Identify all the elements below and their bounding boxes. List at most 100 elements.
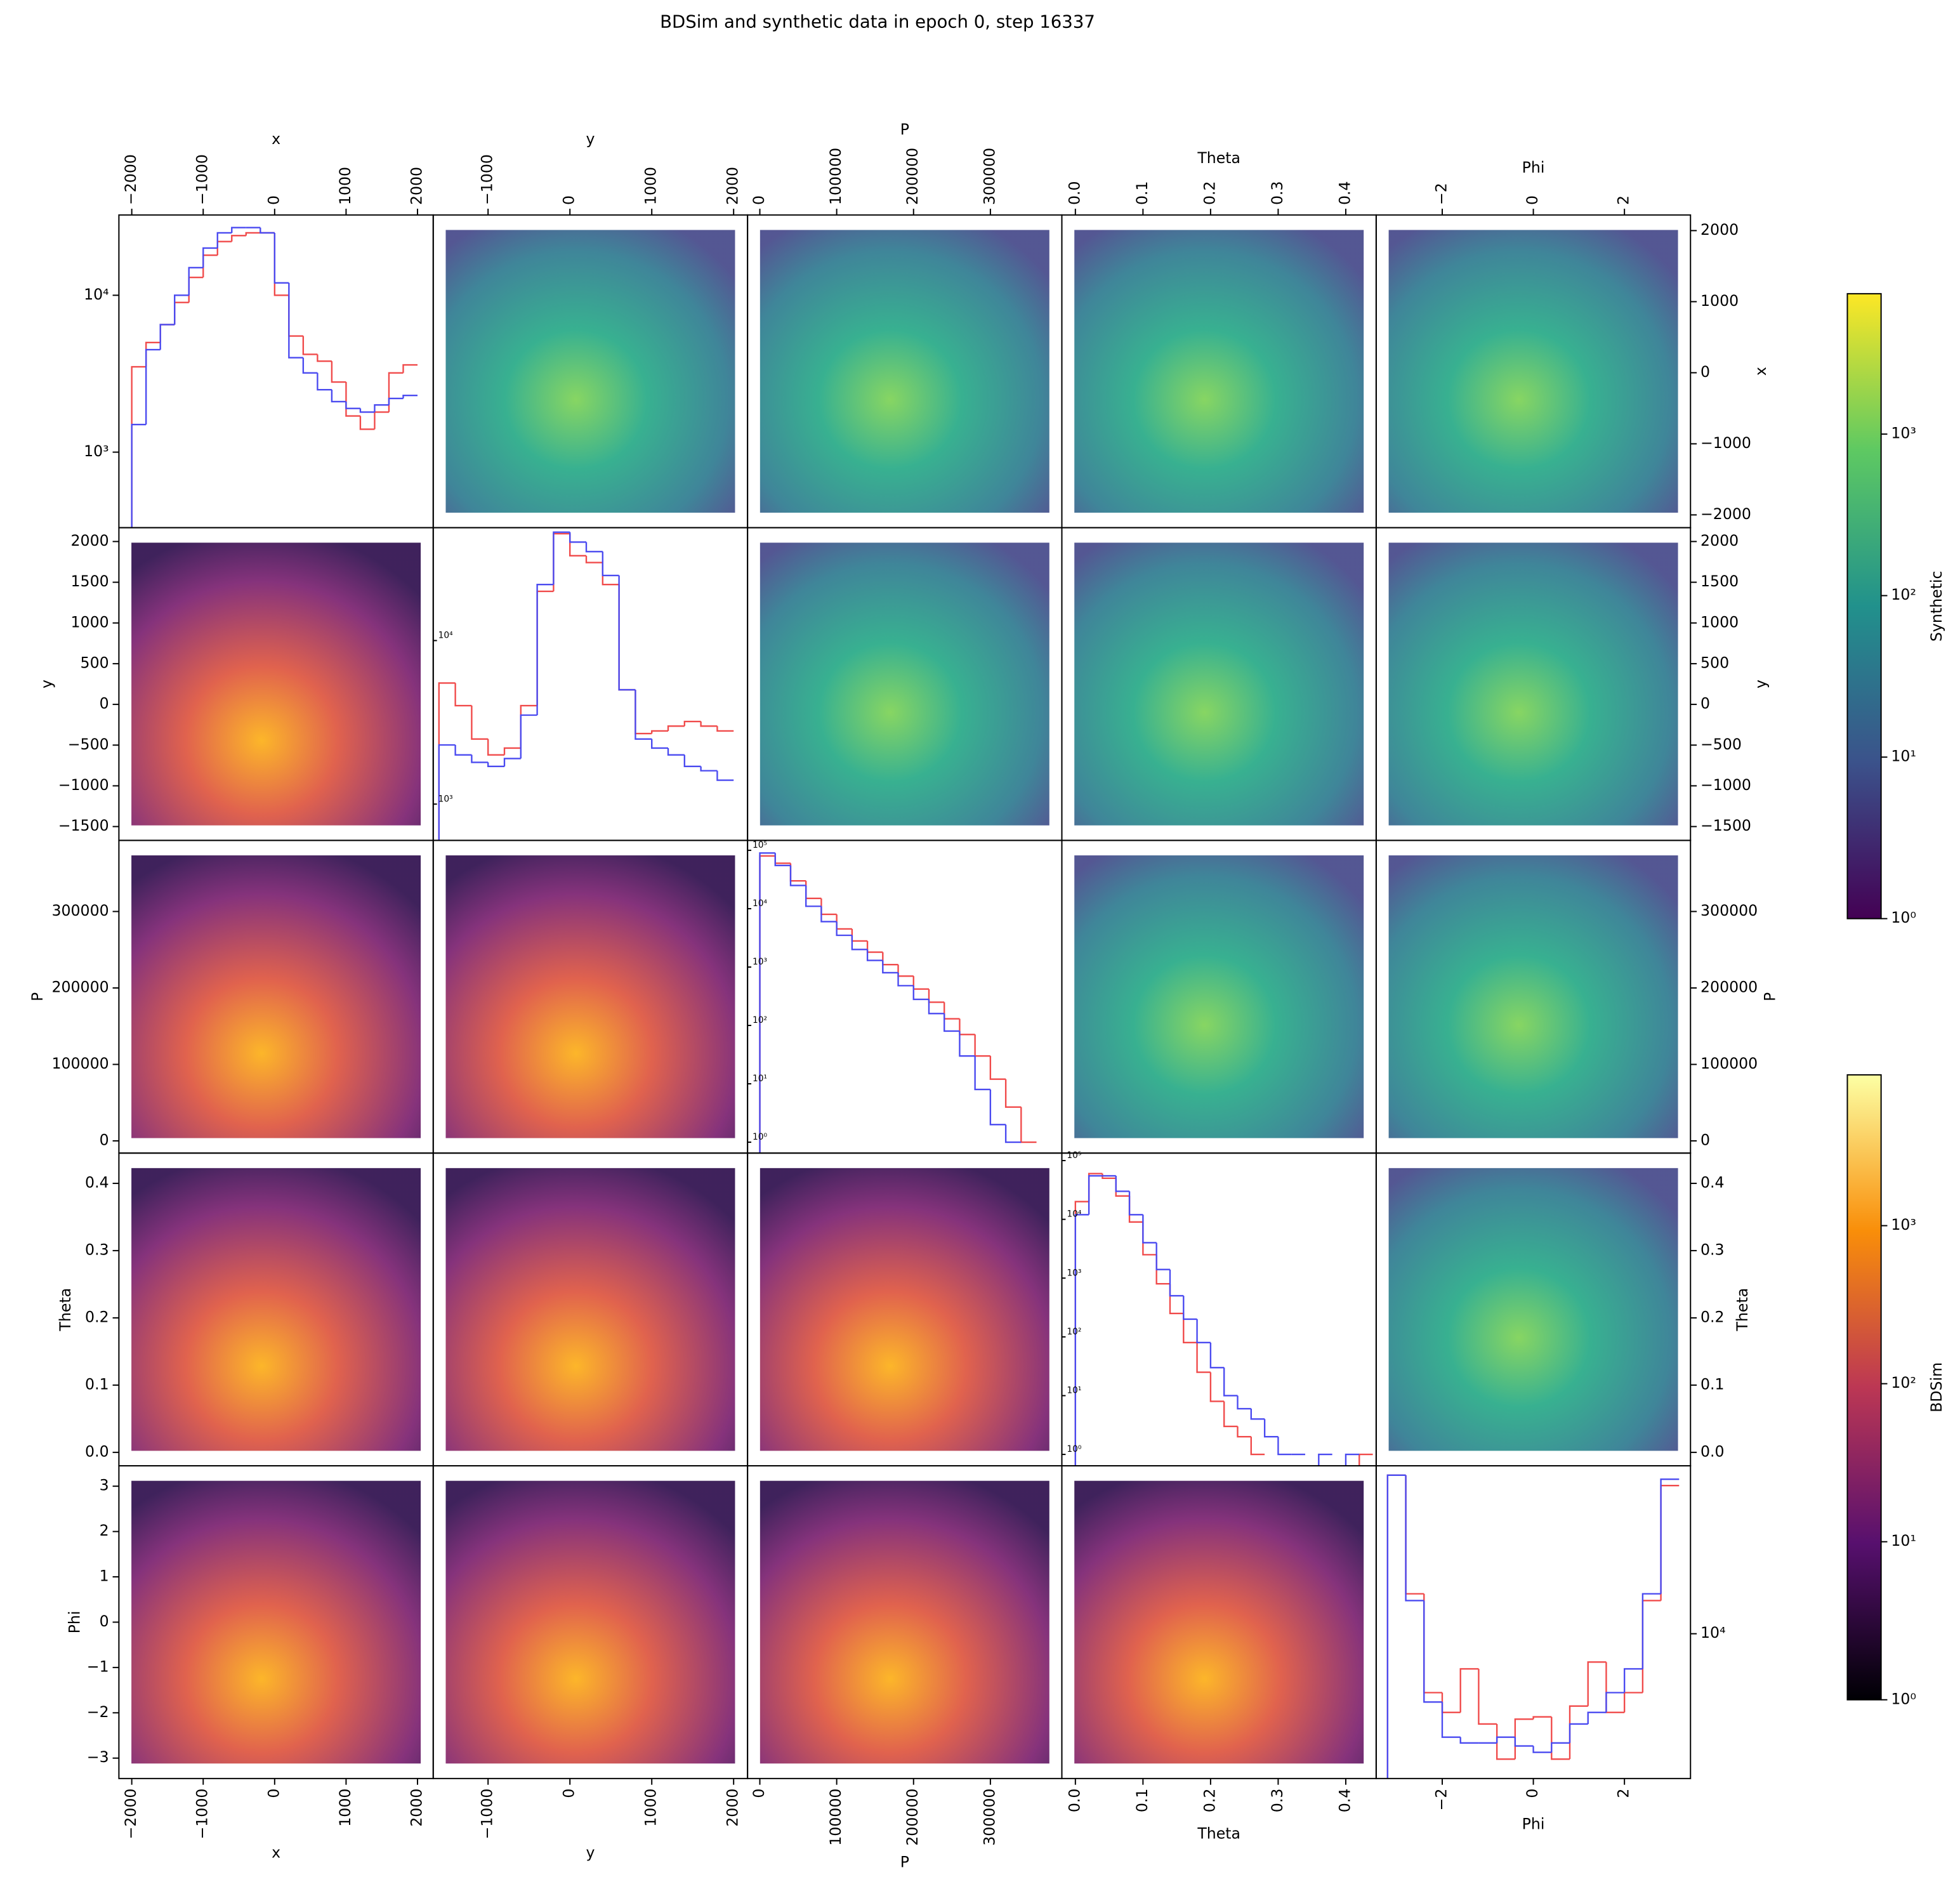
x-tick-label: 200000: [904, 1789, 921, 1846]
x-tick-label: 2000: [724, 1789, 742, 1827]
histogram-step: [1209, 1372, 1225, 1402]
histogram-step: [1088, 1173, 1103, 1202]
x-tick-label: 0.2: [1200, 1789, 1218, 1813]
histogram-step: [774, 853, 791, 867]
heatmap: [131, 543, 421, 826]
y-tick-label: 100000: [51, 1055, 109, 1072]
histogram-step: [503, 758, 521, 767]
x-tick-label: 0: [560, 195, 578, 205]
colorbar-tick-label: 10¹: [1891, 747, 1916, 765]
histogram-step: [1223, 1401, 1238, 1428]
histogram-step: [667, 747, 685, 756]
y-tick-label: 0.1: [85, 1375, 109, 1393]
x-axis-label: y: [586, 130, 595, 148]
x-tick-label: −2000: [122, 154, 140, 205]
x-tick-label: 100000: [827, 1789, 845, 1846]
histogram-step: [1623, 1668, 1643, 1693]
histogram-step: [245, 232, 261, 236]
y-tick-label: 10³: [438, 794, 453, 804]
x-axis-label: y: [586, 1844, 595, 1862]
histogram-step: [882, 960, 898, 974]
histogram-step: [1128, 1191, 1143, 1216]
histogram-step: [131, 365, 147, 528]
histogram-step: [345, 382, 360, 417]
heatmap: [1074, 855, 1364, 1138]
y-tick-label: −1000: [1700, 434, 1751, 452]
histogram-step: [989, 1089, 1006, 1126]
x-tick-label: 0.4: [1336, 181, 1353, 205]
colorbar: [1846, 293, 1882, 919]
colorbar: [1846, 1074, 1882, 1701]
histogram-step: [1115, 1178, 1130, 1197]
heatmap: [760, 543, 1049, 826]
histogram-step: [928, 989, 945, 1003]
x-tick-label: 0: [1523, 1789, 1541, 1798]
heatmap: [760, 1480, 1049, 1764]
histogram-step: [851, 928, 868, 942]
heatmap: [131, 1480, 421, 1764]
y-tick-label: 10⁴: [438, 631, 454, 641]
histogram-step: [1237, 1395, 1251, 1410]
histogram-step: [1196, 1342, 1211, 1373]
histogram-step: [882, 952, 898, 966]
heatmap: [1074, 543, 1364, 826]
y-tick-label: 10³: [84, 442, 109, 460]
histogram-step: [273, 232, 289, 284]
panel-frame: [432, 527, 749, 841]
y-tick-label: 10⁵: [753, 840, 767, 850]
x-tick-label: 200000: [904, 148, 921, 205]
y-tick-label: 0.0: [1700, 1442, 1725, 1460]
y-axis-label: y: [1752, 680, 1770, 688]
y-tick-label: 0: [1700, 1131, 1710, 1149]
y-tick-label: 0: [100, 1131, 109, 1149]
y-tick-label: 100000: [1700, 1055, 1758, 1072]
colorbar-tick-label: 10³: [1891, 1216, 1916, 1234]
y-axis-label: P: [29, 992, 46, 1001]
y-tick-label: −2000: [1700, 505, 1751, 523]
y-axis-label: y: [38, 680, 56, 688]
histogram-step: [635, 690, 652, 735]
histogram-step: [1386, 1474, 1406, 1779]
y-tick-label: 10²: [753, 1015, 767, 1025]
histogram-step: [1459, 1668, 1479, 1713]
histogram-step: [820, 898, 837, 916]
histogram-step: [1263, 1419, 1279, 1438]
histogram-step: [759, 852, 775, 1154]
colorbar-tick-label: 10²: [1891, 1374, 1916, 1392]
histogram-step: [487, 739, 504, 756]
histogram-step: [402, 394, 418, 398]
y-tick-label: 0: [1700, 363, 1710, 381]
histogram-step: [820, 906, 837, 923]
y-tick-label: −500: [68, 735, 109, 753]
y-tick-label: 10⁴: [84, 286, 109, 303]
y-tick-label: 10⁴: [1067, 1209, 1082, 1220]
x-tick-label: 0.0: [1065, 1789, 1083, 1813]
y-tick-label: −1: [87, 1657, 109, 1675]
histogram-step: [1478, 1669, 1497, 1725]
histogram-step: [1183, 1296, 1197, 1320]
histogram-step: [1088, 1175, 1103, 1215]
histogram-step: [1183, 1313, 1197, 1344]
histogram-step: [651, 739, 669, 749]
histogram-step: [1405, 1475, 1424, 1595]
y-tick-label: 10¹: [753, 1074, 767, 1084]
y-tick-label: 1000: [71, 613, 109, 631]
histogram-step: [331, 390, 346, 403]
y-tick-label: 0: [100, 695, 109, 713]
histogram-step: [866, 949, 883, 961]
y-tick-label: 0.4: [1700, 1173, 1725, 1191]
x-tick-label: −1000: [194, 154, 211, 205]
y-tick-label: 10⁰: [753, 1132, 768, 1142]
panel-frame: [1061, 1152, 1377, 1467]
heatmap: [131, 1168, 421, 1451]
histogram-step: [288, 282, 303, 359]
y-tick-label: 2: [100, 1522, 109, 1539]
histogram-step: [317, 354, 332, 362]
heatmap: [1388, 1168, 1678, 1451]
histogram-step: [1623, 1692, 1643, 1713]
x-tick-label: −1000: [478, 1789, 496, 1840]
histogram-step: [159, 324, 175, 350]
y-tick-label: 0: [100, 1612, 109, 1630]
x-tick-label: 1000: [642, 167, 660, 205]
histogram-step: [635, 690, 652, 740]
